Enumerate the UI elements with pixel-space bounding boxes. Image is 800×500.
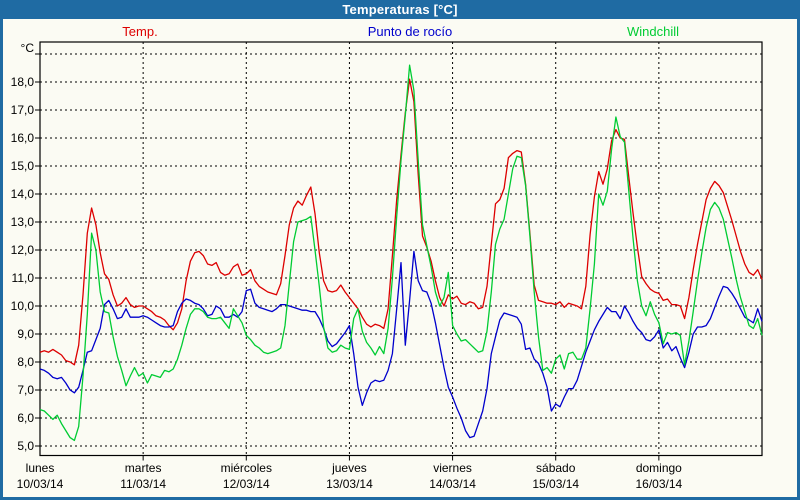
y-tick-label: 9,0 [17, 327, 34, 341]
x-day-date-label: 16/03/14 [635, 477, 682, 491]
plot-border [39, 41, 763, 457]
y-tick-label: 7,0 [17, 383, 34, 397]
legend-item-windchill: Windchill [626, 24, 680, 39]
x-day-date-label: 12/03/14 [223, 477, 270, 491]
chart-canvas: 5,0 6,0 7,0 8,0 9,0 10,0 11,0 12,0 13,0 14,0 15,0 1… [11, 41, 763, 491]
x-day-date-label: 13/03/14 [326, 477, 373, 491]
y-tick-label: 16,0 [11, 131, 35, 145]
x-day-weekday-label: viernes [433, 461, 472, 475]
x-day-weekday-label: domingo [636, 461, 682, 475]
y-tick-label: 5,0 [17, 439, 34, 453]
x-day-date-label: 10/03/14 [17, 477, 64, 491]
x-day-weekday-label: sábado [536, 461, 576, 475]
series-windchill-line [39, 64, 763, 442]
x-day-weekday-label: jueves [331, 461, 367, 475]
window-title: Temperaturas [°C] [342, 2, 458, 17]
x-day-date-label: 15/03/14 [532, 477, 579, 491]
x-day-weekday-label: lunes [26, 461, 55, 475]
x-day-weekday-label: miércoles [221, 461, 272, 475]
y-tick-label: 14,0 [11, 187, 35, 201]
series-dewpoint-line [39, 250, 763, 439]
y-tick-label: 12,0 [11, 243, 35, 257]
y-axis-unit-label: °C [21, 41, 35, 55]
x-day-date-label: 14/03/14 [429, 477, 476, 491]
y-tick-label: 13,0 [11, 215, 35, 229]
y-tick-label: 18,0 [11, 75, 35, 89]
y-tick-label: 10,0 [11, 299, 35, 313]
y-tick-label: 11,0 [12, 271, 35, 285]
legend-item-temp: Temp. [122, 24, 158, 39]
y-tick-label: 15,0 [11, 159, 35, 173]
window-titlebar[interactable]: Temperaturas [°C] [0, 0, 800, 19]
chart-area: Temp. Punto de rocío Windchill 5,0 6,0 7,0… [3, 19, 797, 497]
x-day-weekday-label: martes [125, 461, 162, 475]
x-day-date-label: 11/03/14 [120, 477, 166, 491]
y-tick-label: 6,0 [17, 411, 34, 425]
legend-item-dewpoint: Punto de rocío [367, 24, 453, 39]
y-tick-label: 8,0 [17, 355, 34, 369]
y-tick-label: 17,0 [11, 103, 35, 117]
